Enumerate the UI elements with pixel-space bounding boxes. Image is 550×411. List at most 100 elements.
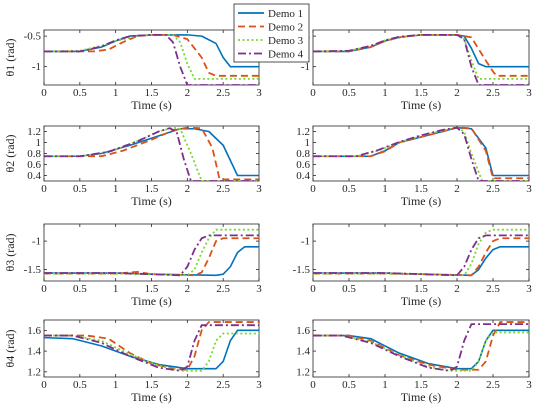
y-tick-label: -1.5 [293, 264, 311, 276]
series-line-demo-4 [44, 234, 259, 277]
x-tick-label: 1 [113, 87, 119, 99]
axes-frame [43, 29, 260, 86]
x-tick-label: 2.5 [486, 283, 500, 295]
series-line-demo-4 [44, 33, 259, 85]
x-tick-label: 0.5 [73, 183, 87, 195]
x-tick-label: 2 [185, 183, 191, 195]
axes-frame [312, 29, 530, 86]
y-tick-label: 1.4 [27, 346, 41, 358]
axes-frame [312, 125, 530, 182]
series-group [313, 126, 529, 181]
series-group [44, 126, 259, 181]
y-tick-label: 0.6 [296, 159, 310, 171]
y-tick-label: 0.8 [27, 148, 41, 160]
y-tick-label: 1.6 [27, 325, 41, 337]
x-tick-label: 1.5 [414, 87, 428, 99]
series-group [313, 321, 529, 372]
x-tick-label: 2.5 [216, 87, 230, 99]
x-tick-label: 2.5 [216, 183, 230, 195]
axes-frame [43, 319, 260, 378]
y-tick-label: 0.6 [27, 159, 41, 171]
x-tick-label: 2.5 [486, 379, 500, 391]
x-tick-label: 3 [256, 379, 262, 391]
y-tick-label: -1 [32, 61, 41, 73]
x-axis-label: Time (s) [131, 294, 172, 308]
y-axis-label: θ1 (rad) [3, 38, 17, 76]
series-line-demo-4 [44, 127, 259, 181]
y-tick-label: 0.8 [296, 148, 310, 160]
x-tick-label: 2.5 [486, 183, 500, 195]
x-tick-label: 3 [256, 183, 262, 195]
subplot-3-2: 0 0.5 1 1.5 2 2.5 3 -1 -1.5 Time (s) [293, 223, 532, 308]
x-tick-label: 1 [382, 183, 388, 195]
x-tick-label: 0.5 [73, 283, 87, 295]
y-tick-label: 1.2 [296, 366, 310, 378]
x-tick-label: 0 [310, 87, 316, 99]
legend-label-demo-3: Demo 3 [268, 35, 304, 47]
y-tick-label: 1.2 [296, 126, 310, 138]
x-tick-label: 1 [382, 379, 388, 391]
series-line-demo-4 [313, 33, 529, 85]
x-tick-label: 2 [185, 283, 191, 295]
y-tick-label: -1 [301, 236, 310, 248]
x-tick-label: 2 [454, 183, 460, 195]
series-line-demo-4 [313, 323, 529, 372]
subplot-1-1: 0 0.5 1 1.5 2 2.5 3 -0.5 -1 Time (s) θ1 (rad) [3, 29, 262, 112]
y-tick-label: 1.2 [27, 366, 41, 378]
series-line-demo-4 [313, 126, 529, 181]
x-tick-label: 0.5 [73, 87, 87, 99]
x-tick-label: 2 [454, 87, 460, 99]
y-tick-label: 1.2 [27, 126, 41, 138]
legend-label-demo-2: Demo 2 [268, 22, 303, 34]
subplot-grid: 0 0.5 1 1.5 2 2.5 3 -0.5 -1 Time (s) θ1 (rad) 0 0.5 1… [3, 29, 532, 404]
x-tick-label: 0 [310, 379, 316, 391]
y-tick-label: 1 [305, 137, 311, 149]
y-tick-label: -1 [301, 61, 310, 73]
x-tick-label: 1.5 [414, 379, 428, 391]
y-tick-label: 0.4 [27, 170, 41, 182]
series-line-demo-3 [313, 126, 529, 181]
x-tick-label: 2.5 [486, 87, 500, 99]
x-tick-label: 1 [113, 183, 119, 195]
series-group [44, 321, 259, 372]
series-line-demo-1 [44, 329, 259, 370]
series-group [44, 33, 259, 85]
y-axis-label: θ4 (rad) [3, 329, 17, 367]
series-line-demo-4 [313, 234, 529, 277]
series-line-demo-2 [44, 126, 259, 181]
x-axis-label: Time (s) [401, 390, 442, 404]
x-tick-label: 3 [526, 283, 532, 295]
x-tick-label: 0 [41, 379, 47, 391]
x-tick-label: 0.5 [342, 379, 356, 391]
x-tick-label: 2 [454, 283, 460, 295]
x-tick-label: 1.5 [414, 283, 428, 295]
x-tick-label: 3 [526, 379, 532, 391]
subplot-4-2: 0 0.5 1 1.5 2 2.5 3 1.6 1.4 1.2 Time (s) [296, 319, 532, 404]
legend-label-demo-4: Demo 4 [268, 49, 304, 61]
series-line-demo-2 [44, 321, 259, 371]
x-tick-label: 3 [526, 183, 532, 195]
y-tick-label: 0.4 [296, 170, 310, 182]
x-tick-label: 0 [310, 183, 316, 195]
y-tick-label: -0.5 [24, 31, 42, 43]
series-group [44, 228, 259, 277]
x-tick-label: 2 [185, 87, 191, 99]
axes-frame [312, 223, 530, 282]
x-tick-label: 0 [41, 87, 47, 99]
x-tick-label: 1 [382, 87, 388, 99]
series-line-demo-2 [313, 126, 529, 180]
x-tick-label: 1 [113, 283, 119, 295]
series-line-demo-2 [313, 237, 529, 277]
x-tick-label: 1.5 [145, 379, 159, 391]
axes-frame [312, 319, 530, 378]
x-tick-label: 3 [256, 87, 262, 99]
x-tick-label: 0 [41, 283, 47, 295]
subplot-3-1: 0 0.5 1 1.5 2 2.5 3 -1 -1.5 Time (s) θ3 (rad) [3, 223, 262, 308]
y-tick-label: -1 [32, 236, 41, 248]
x-tick-label: 2.5 [216, 379, 230, 391]
x-axis-label: Time (s) [401, 294, 442, 308]
